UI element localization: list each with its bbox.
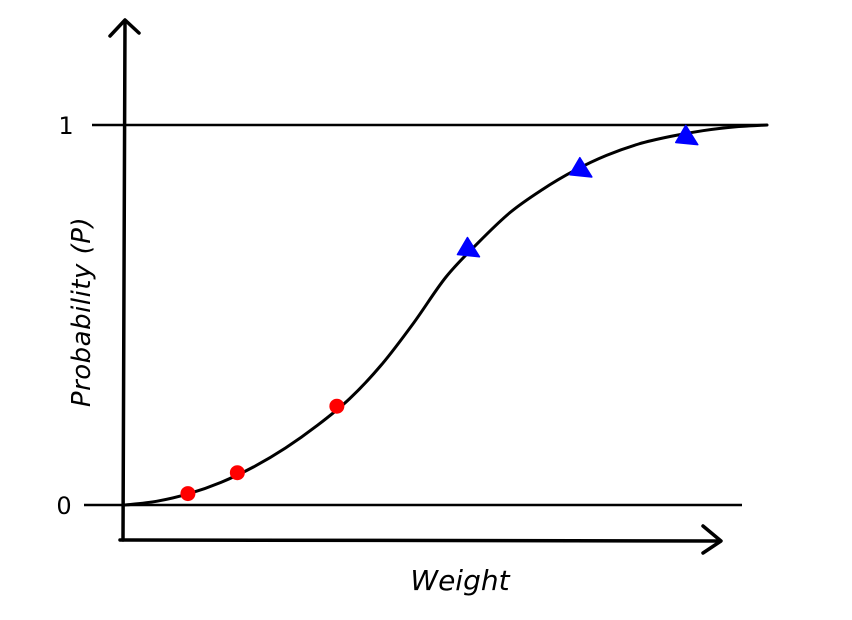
x-axis-line [118,538,722,543]
x-axis-arrow [701,524,723,555]
y-tick-label-0: 0 [56,492,71,520]
y-tick-label-1: 1 [58,112,73,140]
x-axis-label: Weight [410,564,510,597]
blue-triangle-marker-1 [456,236,481,258]
red-circle-marker-1 [180,486,196,502]
y-tick-labels: 01 [56,112,73,520]
blue-triangle-marker-3 [675,124,699,146]
y-axis-label: Probability (P) [67,217,97,407]
reference-lines [84,123,767,507]
y-axis-arrow [108,18,141,38]
blue-triangle-marker-2 [569,156,593,178]
y-axis-line [121,20,127,542]
axes [108,18,723,555]
red-circle-marker-2 [229,465,245,481]
logistic-curve [123,123,769,507]
red-circle-marker-3 [329,398,345,414]
data-markers [180,124,699,502]
